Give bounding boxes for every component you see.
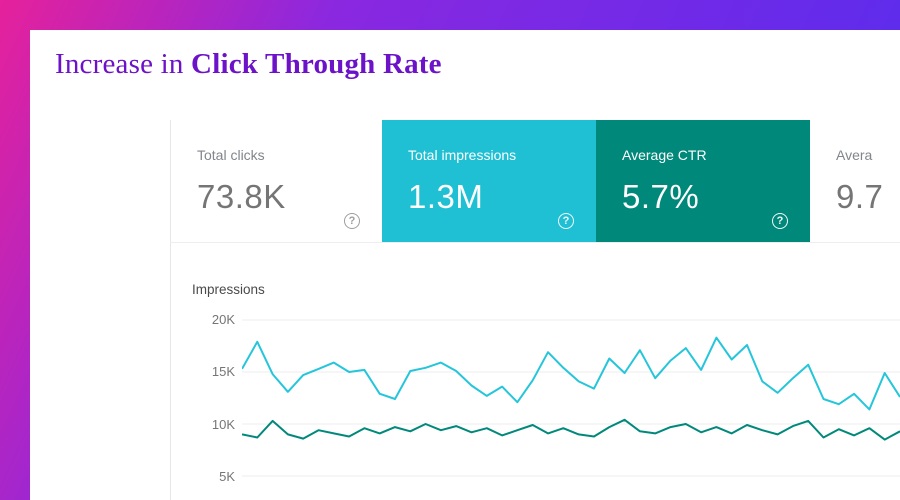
y-axis-tick: 10K — [211, 417, 235, 432]
y-axis-tick: 5K — [219, 469, 235, 484]
stat-label: Total impressions — [408, 147, 517, 163]
content-panel: Increase in Click Through Rate Total cli… — [30, 30, 900, 500]
chart-title: Impressions — [192, 282, 265, 297]
stats-bottom-divider — [170, 242, 900, 243]
stat-value: 1.3M — [408, 178, 484, 215]
stat-label: Total clicks — [197, 147, 265, 163]
stat-value: 9.7 — [836, 178, 884, 215]
help-icon[interactable]: ? — [344, 213, 360, 229]
panel-left-divider — [170, 120, 171, 500]
stats-row: Total clicks 73.8K ? Total impressions 1… — [171, 120, 900, 242]
impressions-line-chart — [242, 319, 900, 477]
help-icon[interactable]: ? — [772, 213, 788, 229]
page-title: Increase in Click Through Rate — [55, 48, 442, 81]
stat-value: 5.7% — [622, 178, 700, 215]
y-axis-tick: 20K — [211, 312, 235, 327]
stat-tile-total-clicks[interactable]: Total clicks 73.8K ? — [171, 120, 382, 242]
stat-value: 73.8K — [197, 178, 286, 215]
stat-label: Avera — [836, 147, 873, 163]
y-axis-tick: 15K — [211, 364, 235, 379]
series_cyan-line — [242, 336, 900, 411]
help-icon[interactable]: ? — [558, 213, 574, 229]
stat-tile-average-position[interactable]: Avera 9.7 — [810, 120, 900, 242]
page-title-regular: Increase in — [55, 48, 192, 80]
stat-label: Average CTR — [622, 147, 707, 163]
series_teal-line — [242, 418, 900, 441]
stat-tile-total-impressions[interactable]: Total impressions 1.3M ? — [382, 120, 596, 242]
page-title-bold: Click Through Rate — [191, 48, 442, 80]
stat-tile-average-ctr[interactable]: Average CTR 5.7% ? — [596, 120, 810, 242]
